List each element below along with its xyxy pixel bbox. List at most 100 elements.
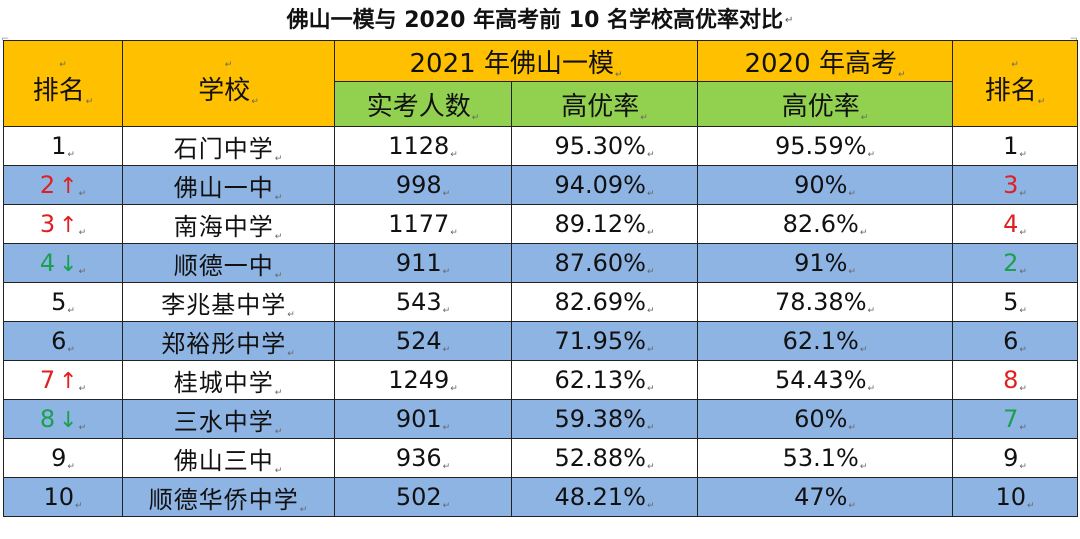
- paragraph-mark-icon: ↵: [859, 345, 868, 355]
- paragraph-mark-icon: ↵: [848, 423, 856, 433]
- table-row: 7 ↑↵ 桂城中学↵ 1249↵ 62.13%↵ 54.43%↵ 8↵: [3, 360, 1079, 400]
- rate-2020-cell: 95.59%↵: [697, 126, 954, 166]
- header-rate-2020-label: 高优率: [781, 91, 860, 122]
- paragraph-mark-icon: ↵: [614, 69, 623, 80]
- paragraph-mark-icon: ↵: [848, 501, 856, 511]
- exam-count-cell-value: 524: [395, 327, 442, 355]
- paragraph-mark-icon: ↵: [450, 228, 458, 238]
- rank-2021-cell: 2 ↑↵: [3, 165, 123, 205]
- paragraph-mark-icon: ↵: [67, 462, 75, 472]
- paragraph-mark-icon: ↵: [67, 345, 75, 355]
- rank-2020-cell: 5↵: [952, 282, 1079, 322]
- school-cell-value: 李兆基中学: [161, 290, 287, 319]
- exam-count-cell: 502↵: [334, 477, 512, 517]
- paragraph-mark-icon: ↵: [1019, 228, 1027, 238]
- rate-2020-cell: 60%↵: [697, 399, 954, 439]
- table-row: 8 ↓↵ 三水中学↵ 901↵ 59.38%↵ 60%↵ 7↵: [3, 399, 1079, 439]
- rank-2020-cell: 3↵: [952, 165, 1079, 205]
- rank-2020-cell-value: 5: [1003, 288, 1019, 316]
- header-row-group: ↵ 排名↵ ↵ 学校↵ 2021 年佛山一模↵ 2020 年高考↵ ↵ 排名↵: [3, 40, 1079, 127]
- rate-2020-cell-value: 78.38%: [774, 288, 867, 316]
- rate-2021-cell-value: 48.21%: [554, 483, 646, 511]
- arrow-down-icon: ↓: [59, 408, 78, 433]
- header-group-2020-label: 2020 年高考: [744, 48, 897, 79]
- rank-2020-cell-value: 8: [1003, 366, 1019, 394]
- paragraph-mark-icon: ↵: [1019, 267, 1027, 277]
- rate-2021-cell: 82.69%↵: [510, 282, 699, 322]
- header-rank-right: ↵ 排名↵: [952, 40, 1079, 127]
- paragraph-mark-icon: ↵: [442, 306, 451, 316]
- paragraph-mark-icon: ↵: [646, 306, 655, 316]
- rate-2021-cell-value: 59.38%: [554, 405, 646, 433]
- rank-2021-cell-value: 3: [39, 210, 56, 238]
- exam-count-cell: 998↵: [334, 165, 512, 205]
- rate-2020-cell: 62.1%↵: [697, 321, 954, 361]
- rate-2020-cell-value: 53.1%: [782, 444, 859, 472]
- rate-2021-cell-value: 87.60%: [554, 249, 646, 277]
- paragraph-mark-icon: ↵: [442, 345, 451, 355]
- paragraph-mark-icon: ↵: [224, 60, 233, 70]
- school-cell: 佛山一中↵: [122, 165, 335, 205]
- exam-count-cell: 1249↵: [334, 360, 512, 400]
- rank-2021-cell-value: 2: [39, 171, 56, 199]
- paragraph-mark-icon: ↵: [442, 189, 451, 199]
- paragraph-mark-icon: ↵: [640, 112, 648, 123]
- rank-2020-cell: 9↵: [952, 438, 1079, 478]
- rank-2021-cell-value: 5: [51, 288, 67, 316]
- paragraph-mark-icon: ↵: [274, 270, 284, 281]
- school-cell: 桂城中学↵: [122, 360, 335, 400]
- rate-2020-cell-value: 47%: [794, 483, 848, 511]
- header-rank-left: ↵ 排名↵: [3, 40, 123, 127]
- rate-2020-cell: 53.1%↵: [697, 438, 954, 478]
- paragraph-mark-icon: ↵: [442, 501, 451, 511]
- rate-2020-cell: 78.38%↵: [697, 282, 954, 322]
- rate-2021-cell: 59.38%↵: [510, 399, 699, 439]
- paragraph-mark-icon: ↵: [867, 150, 876, 160]
- exam-count-cell-value: 1128: [388, 132, 450, 160]
- rate-2021-cell: 48.21%↵: [510, 477, 699, 517]
- rate-2021-cell: 52.88%↵: [510, 438, 699, 478]
- paragraph-mark-icon: ↵: [867, 384, 876, 394]
- paragraph-mark-icon: ↵: [859, 462, 868, 472]
- exam-count-cell: 1177↵: [334, 204, 512, 244]
- school-cell-value: 佛山一中: [173, 173, 274, 202]
- paragraph-mark-icon: ↵: [274, 153, 284, 164]
- exam-count-cell: 911↵: [334, 243, 512, 283]
- rate-2020-cell-value: 62.1%: [782, 327, 859, 355]
- paragraph-mark-icon: ↵: [860, 112, 869, 123]
- paragraph-mark-icon: ↵: [78, 189, 87, 199]
- header-rank-left-label: 排名: [32, 76, 85, 106]
- rank-2020-cell: 8↵: [952, 360, 1079, 400]
- paragraph-mark-icon: ↵: [299, 504, 309, 515]
- school-cell: 郑裕彤中学↵: [122, 321, 335, 361]
- corner-mark-icon: ⌐: [1, 34, 10, 45]
- rate-2021-cell: 95.30%↵: [510, 126, 699, 166]
- rank-2021-cell: 9↵: [3, 438, 123, 478]
- paragraph-mark-icon: ↵: [75, 501, 83, 511]
- rank-2021-cell-value: 10: [43, 483, 74, 511]
- header-rate-2021: 高优率↵: [510, 81, 699, 127]
- rank-2021-cell: 4 ↓↵: [3, 243, 123, 283]
- paragraph-mark-icon: ↵: [67, 306, 75, 316]
- school-cell-value: 佛山三中: [173, 446, 274, 475]
- exam-count-cell-value: 901: [395, 405, 442, 433]
- rank-2021-cell-value: 8: [39, 405, 56, 433]
- rate-2020-cell: 82.6%↵: [697, 204, 954, 244]
- paragraph-mark-icon: ↵: [1037, 97, 1046, 107]
- paragraph-mark-icon: ↵: [450, 384, 458, 394]
- school-cell: 石门中学↵: [122, 126, 335, 166]
- paragraph-mark-icon: ↵: [646, 150, 655, 160]
- exam-count-cell-value: 998: [395, 171, 442, 199]
- paragraph-mark-icon: ↵: [274, 231, 284, 242]
- paragraph-mark-icon: ↵: [442, 423, 451, 433]
- paragraph-mark-icon: ↵: [1019, 345, 1027, 355]
- rate-2021-cell-value: 62.13%: [554, 366, 646, 394]
- school-cell: 南海中学↵: [122, 204, 335, 244]
- rank-2020-cell: 10↵: [952, 477, 1079, 517]
- rate-2021-cell-value: 71.95%: [554, 327, 646, 355]
- paragraph-mark-icon: ↵: [1027, 501, 1035, 511]
- rate-2021-cell-value: 82.69%: [554, 288, 646, 316]
- header-exam-count: 实考人数↵: [334, 81, 512, 127]
- arrow-up-icon: ↑: [59, 174, 78, 199]
- rank-2020-cell: 7↵: [952, 399, 1079, 439]
